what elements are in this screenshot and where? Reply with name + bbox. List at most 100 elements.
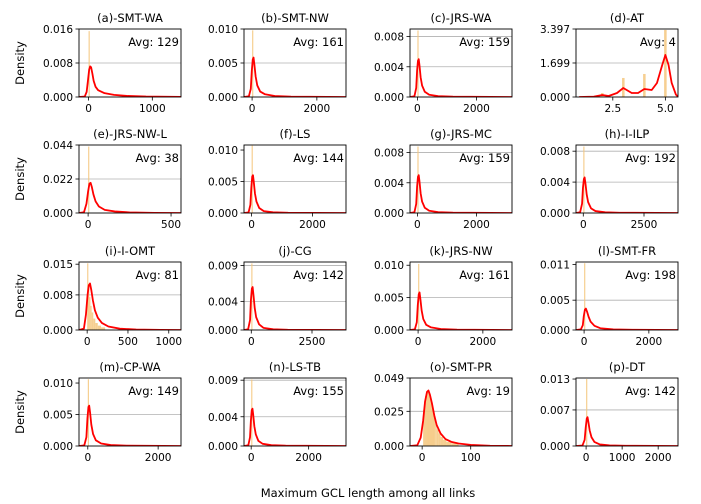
x-tick-label: 0 [414,103,421,115]
avg-annotation: Avg: 161 [293,35,344,49]
x-tick-label: 2.5 [604,103,621,115]
subplot-title: (k)-JRS-NW [429,244,492,258]
subplot-title: (d)-AT [610,11,645,25]
x-tick-label: 2000 [299,219,326,231]
y-tick-label: 0.000 [208,208,238,220]
axes-frame [243,261,347,331]
avg-annotation: Avg: 155 [293,384,344,398]
axes-frame [409,377,513,447]
avg-annotation: Avg: 161 [459,268,510,282]
histogram-bar [93,318,96,330]
kde-curve [576,307,678,330]
plot-area [410,389,512,446]
y-tick-label: 0.009 [208,261,238,273]
avg-annotation: Avg: 149 [128,384,179,398]
y-tick-label: 0.000 [43,441,73,453]
y-tick-label: 0.009 [208,375,238,387]
axes-frame [575,377,679,447]
histogram-bar [664,29,667,97]
plot-area [244,145,346,213]
histogram-bar [436,429,439,446]
y-tick-label: 0.004 [540,177,570,189]
y-tick-label: 0.008 [540,146,570,158]
histogram-bar [430,402,433,446]
x-tick-label: 2000 [145,452,172,464]
plot-area [244,30,346,97]
x-tick-label: 2500 [299,336,326,348]
subplot: 0.000 0.005 0.010 0 2000 (m)-CP-WA Avg: 149 Den… [13,360,182,464]
y-tick-label: 0.000 [43,325,73,337]
y-tick-label: 0.000 [374,92,404,104]
y-tick-label: 0.000 [208,92,238,104]
histogram-bar [424,401,426,446]
y-tick-label: 0.008 [43,290,73,302]
y-tick-label: 0.008 [374,148,404,160]
histogram-bar [433,418,436,446]
kde-curve [576,416,678,446]
axes-frame [409,28,513,98]
x-tick-label: 2000 [469,336,496,348]
plot-area [244,263,346,330]
y-tick-label: 0.004 [374,62,404,74]
x-tick-label: 500 [161,219,181,231]
y-tick-label: 0.005 [374,293,404,305]
y-tick-label: 0.000 [374,325,404,337]
histogram-bar [446,441,452,446]
plot-area [579,29,678,97]
kde-curve [410,389,512,446]
x-tick-label: 1000 [155,336,182,348]
y-axis-label: Density [13,157,27,201]
histogram-bar [423,409,425,446]
avg-annotation: Avg: 4 [640,35,676,49]
y-tick-label: 0.005 [43,410,73,422]
avg-annotation: Avg: 142 [625,384,676,398]
x-tick-label: 0 [580,219,587,231]
kde-curve [244,286,346,330]
x-tick-label: 0 [414,219,421,231]
y-tick-label: 0.004 [208,412,238,424]
subplot: 0.000 0.005 0.010 0 2000 (k)-JRS-NW Avg: 161 [374,244,513,348]
kde-curve [244,174,346,213]
plot-area [79,146,181,213]
kde-curve [410,58,512,97]
subplot-title: (g)-JRS-MC [430,127,492,141]
avg-annotation: Avg: 81 [136,268,179,282]
histogram-bar [440,436,444,446]
x-tick-label: 0 [84,452,91,464]
histogram-bar [451,443,459,446]
subplot: 0.000 0.022 0.044 0 500 (e)-JRS-NW-L Avg: 38 De… [13,127,182,231]
plot-area [79,379,181,446]
y-tick-label: 0.000 [43,208,73,220]
y-axis-label: Density [13,274,27,318]
x-tick-label: 0 [248,219,255,231]
y-tick-label: 0.010 [208,145,238,157]
y-tick-label: 0.022 [43,174,73,186]
x-tick-label: 0 [249,103,256,115]
y-axis-label: Density [13,390,27,434]
y-tick-label: 0.000 [208,325,238,337]
histogram-bar [95,322,98,330]
histogram-bar [427,390,429,446]
y-tick-label: 0.010 [374,260,404,272]
kde-curve [410,174,512,213]
x-tick-label: 0 [248,452,255,464]
figure-xlabel: Maximum GCL length among all links [261,486,476,500]
y-tick-label: 0.005 [208,177,238,189]
subplot: 0.000 0.008 0.015 0 500 1000 (i)-I-OMT Avg: 81 D… [13,244,182,348]
subplot: 0.000 0.004 0.009 0 2000 (n)-LS-TB Avg: 155 [208,360,347,464]
kde-curve [579,54,678,97]
histogram-bar [88,146,90,213]
x-tick-label: 2000 [295,452,322,464]
subplot: 0.000 0.007 0.013 0 1000 2000 (p)-DT Avg: 142 [540,360,679,464]
y-tick-label: 0.005 [208,58,238,70]
histogram-bar [97,325,102,330]
plot-area [576,263,678,330]
y-tick-label: 0.013 [540,374,570,386]
axes-frame [78,377,182,447]
y-tick-label: 0.016 [43,24,73,36]
histogram-bar [426,391,428,446]
histogram-bar [90,305,92,330]
subplot: 0.000 1.699 3.397 2.5 5.0 (d)-AT Avg: 4 [540,11,679,115]
